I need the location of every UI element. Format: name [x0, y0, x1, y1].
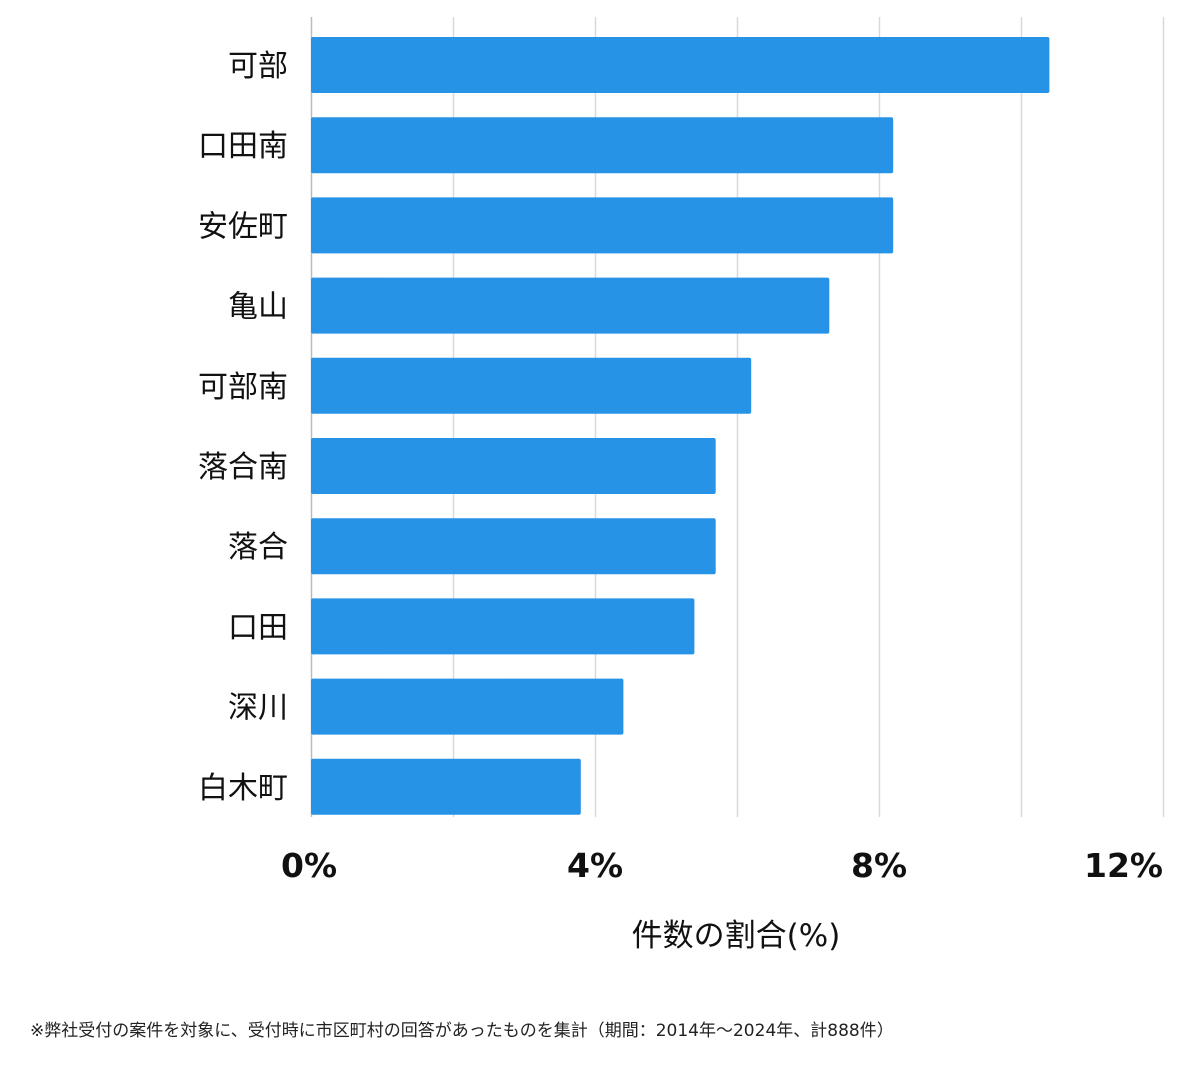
x-tick-label: 8% — [851, 846, 907, 885]
bar — [311, 758, 581, 815]
category-label: 安佐町 — [198, 209, 288, 244]
x-tick-label: 0% — [281, 846, 337, 885]
footnote: ※弊社受付の案件を対象に、受付時に市区町村の回答があったものを集計（期間：201… — [30, 1021, 894, 1041]
category-label: 落合南 — [198, 450, 288, 485]
bar — [311, 518, 716, 575]
category-label: 深川 — [228, 691, 288, 726]
x-tick-labels: 0% 4% 8% 12% — [281, 846, 1163, 885]
bar — [311, 37, 1050, 93]
bar — [311, 598, 695, 655]
bar — [311, 438, 716, 494]
category-label: 口田南 — [198, 129, 288, 164]
bar — [311, 197, 894, 254]
category-label: 白木町 — [198, 771, 288, 806]
bar — [311, 678, 624, 735]
bar — [311, 277, 830, 334]
category-label: 亀山 — [228, 290, 288, 325]
bars — [311, 37, 1050, 815]
x-tick-label: 12% — [1084, 846, 1163, 885]
bar — [311, 357, 752, 414]
category-label: 落合 — [228, 530, 288, 565]
category-label: 可部 — [228, 49, 288, 84]
category-label: 可部南 — [198, 370, 288, 405]
x-axis-title: 件数の割合(%) — [632, 918, 841, 954]
x-tick-label: 4% — [567, 846, 623, 885]
category-label: 口田 — [228, 610, 288, 645]
bar — [311, 117, 894, 174]
